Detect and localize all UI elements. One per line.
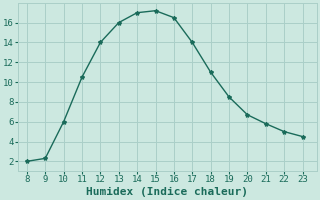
X-axis label: Humidex (Indice chaleur): Humidex (Indice chaleur) (86, 187, 248, 197)
